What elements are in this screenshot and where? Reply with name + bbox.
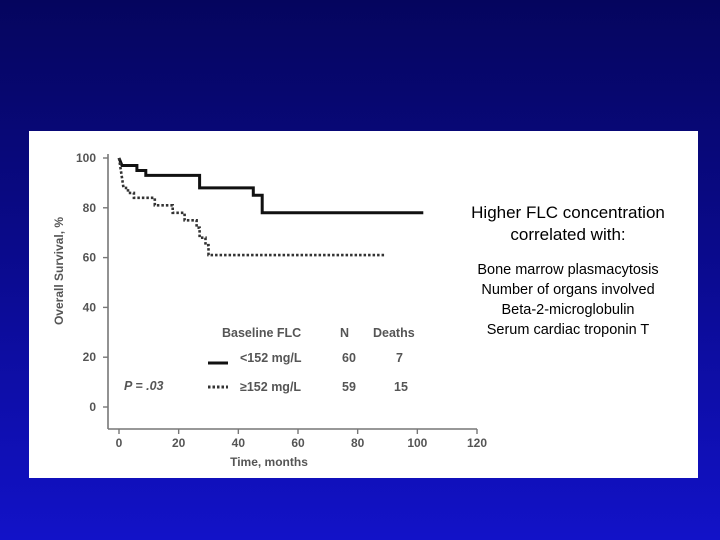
survival-curve-high-flc [117,157,385,257]
legend-header-deaths: Deaths [373,326,415,340]
finding-item: Serum cardiac troponin T [486,322,650,338]
legend: Baseline FLC N Deaths <152 mg/L 60 7 ≥15… [208,326,415,394]
finding-item: Beta-2-microglobulin [501,302,635,318]
survival-curves [117,157,424,257]
finding-item: Bone marrow plasmacytosis [477,262,659,278]
x-tick-label: 20 [172,436,186,450]
chart-axes [103,154,478,434]
legend-header-n: N [340,326,349,340]
x-tick-label: 100 [407,436,427,450]
legend-label-high: ≥152 mg/L [240,380,301,394]
y-tick-label: 100 [76,151,96,165]
findings-heading: Higher FLC concentration correlated with… [471,203,665,244]
legend-label-low: <152 mg/L [240,351,302,365]
x-tick-label: 80 [351,436,365,450]
y-tick-label: 20 [83,350,97,364]
x-tick-label: 0 [116,436,123,450]
findings-text: Higher FLC concentration correlated with… [443,202,693,340]
x-axis-label: Time, months [230,455,308,469]
finding-item: Number of organs involved [481,282,655,298]
legend-n-high: 59 [342,380,356,394]
legend-deaths-high: 15 [394,380,408,394]
y-tick-label: 80 [83,201,97,215]
x-tick-labels: 0 20 40 60 80 100 120 [116,436,488,450]
p-value-annotation: P = .03 [124,379,164,393]
y-axis-label: Overall Survival, % [52,217,66,325]
figure-panel: 0 20 40 60 80 100 120 0 20 40 60 80 100 Time, month… [29,131,698,478]
y-tick-labels: 0 20 40 60 80 100 [76,151,96,414]
y-tick-label: 40 [83,300,97,314]
legend-header-group: Baseline FLC [222,326,301,340]
legend-n-low: 60 [342,351,356,365]
legend-deaths-low: 7 [396,351,403,365]
x-tick-label: 40 [232,436,246,450]
x-tick-label: 60 [291,436,305,450]
y-tick-label: 60 [83,251,97,265]
y-tick-label: 0 [89,400,96,414]
x-tick-label: 120 [467,436,487,450]
survival-chart: 0 20 40 60 80 100 120 0 20 40 60 80 100 Time, month… [52,151,488,469]
survival-curve-low-flc [117,157,424,215]
